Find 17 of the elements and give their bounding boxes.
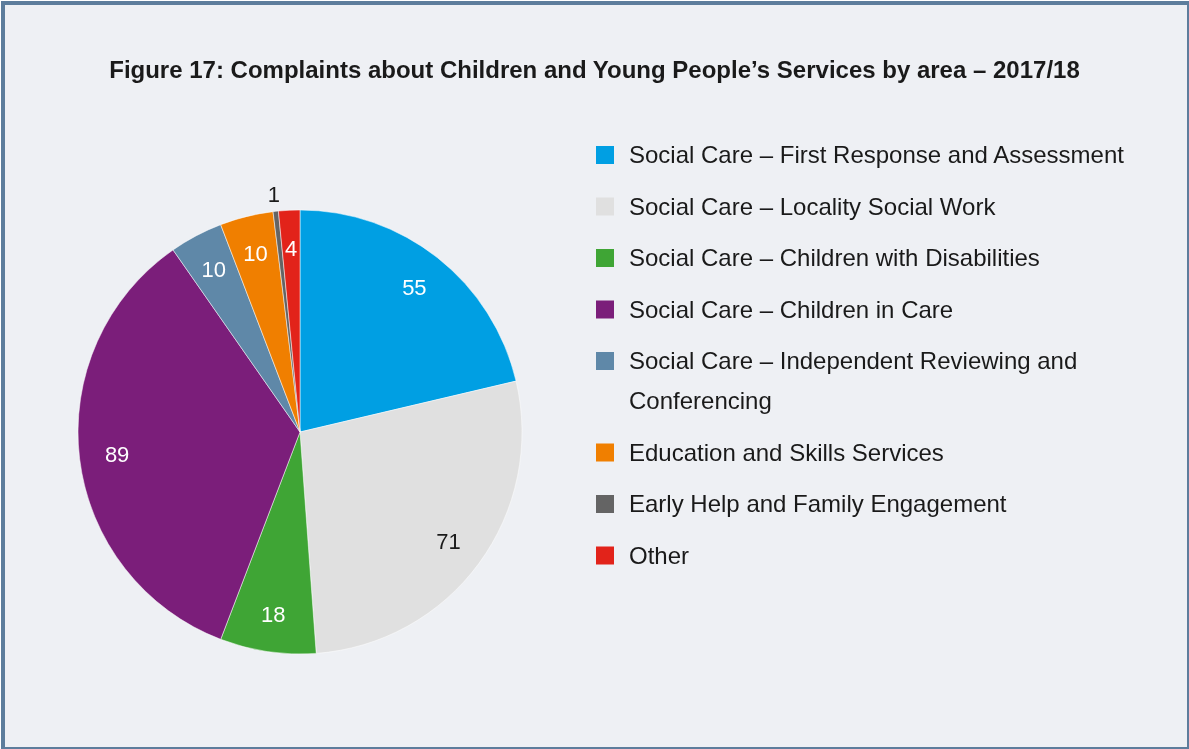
legend-label: Social Care – First Response and Assessment xyxy=(629,141,1125,169)
legend-label: Education and Skills Services xyxy=(629,438,944,466)
chart-title: Figure 17: Complaints about Children and Young People’s Services by area – 2017/18 xyxy=(109,56,1080,83)
data-label: 18 xyxy=(260,602,286,627)
data-label: 89 xyxy=(104,442,130,468)
legend-label: Other xyxy=(629,541,690,569)
data-label: 4 xyxy=(284,235,298,261)
legend-label: Early Help and Family Engagement xyxy=(629,490,1007,518)
legend-label: Social Care – Children in Care xyxy=(629,295,954,323)
data-label: 1 xyxy=(267,182,280,208)
data-label: 10 xyxy=(243,240,268,266)
legend-label: Social Care – Independent Reviewing and Conferencing xyxy=(629,347,1078,415)
data-label: 71 xyxy=(436,528,461,554)
data-label: 10 xyxy=(201,256,226,282)
legend-label: Social Care – Locality Social Work xyxy=(629,192,997,220)
legend-label: Social Care – Children with Disabilities xyxy=(629,244,1040,272)
data-label: 55 xyxy=(402,275,427,301)
